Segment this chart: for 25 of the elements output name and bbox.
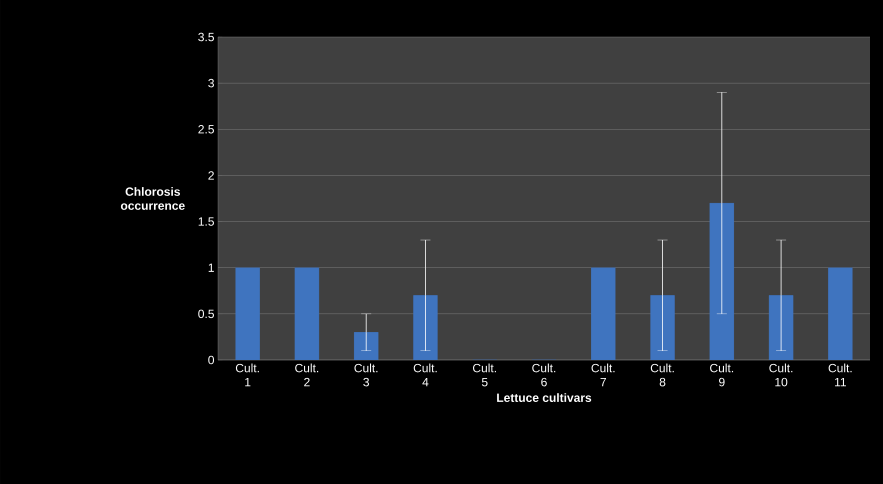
bar xyxy=(294,268,320,360)
bar xyxy=(235,268,260,360)
y-tick-label: 2.5 xyxy=(198,125,214,134)
x-tick-label: Cult. 11 xyxy=(828,364,852,386)
y-tick-label: 2 xyxy=(208,171,214,180)
x-tick-label: Cult. 8 xyxy=(650,364,674,386)
bar xyxy=(828,268,853,360)
x-tick-label: Cult. 4 xyxy=(414,364,437,386)
y-tick-label: 3 xyxy=(208,78,214,88)
x-tick-label: Cult. 3 xyxy=(354,364,378,386)
y-axis-title: Chlorosis occurrence xyxy=(120,187,185,210)
x-tick-label: Cult. 10 xyxy=(769,364,792,386)
x-tick-label: Cult. 6 xyxy=(532,364,556,386)
x-tick-label: Cult. 7 xyxy=(592,364,615,386)
y-tick-label: 1 xyxy=(208,264,214,272)
x-tick-label: Cult. 5 xyxy=(473,364,496,386)
x-tick-label: Cult. 9 xyxy=(710,364,734,386)
y-tick-label: 3.5 xyxy=(198,32,214,42)
y-tick-label: 0.5 xyxy=(198,310,214,318)
y-tick-label: 0 xyxy=(208,356,214,364)
x-tick-label: Cult. 2 xyxy=(295,364,318,386)
x-tick-label: Cult. 1 xyxy=(236,364,259,386)
bar xyxy=(591,268,616,360)
y-tick-label: 1.5 xyxy=(198,217,214,226)
x-axis-title: Lettuce cultivars xyxy=(497,393,592,402)
